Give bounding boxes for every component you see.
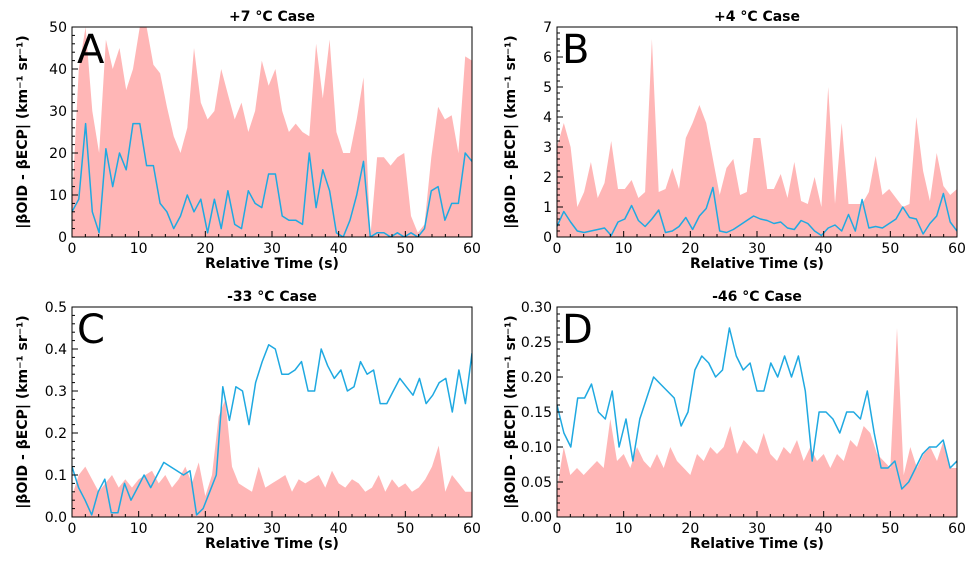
x-tick-label: 30: [748, 521, 766, 537]
x-tick-label: 50: [881, 241, 899, 257]
y-tick-label: 0.15: [521, 405, 552, 421]
x-axis-label: Relative Time (s): [690, 256, 824, 272]
y-tick-label: 0.3: [45, 384, 67, 400]
x-tick-label: 10: [615, 241, 633, 257]
y-tick-label: 5: [543, 80, 552, 96]
y-tick-label: 0.1: [45, 468, 67, 484]
y-axis-label: |βOID - βECP| (km⁻¹ sr⁻¹): [503, 315, 519, 508]
x-tick-label: 0: [553, 521, 562, 537]
y-tick-label: 0.25: [521, 335, 552, 351]
x-tick-label: 50: [396, 521, 414, 537]
panel-A: 0 10 20 30 40 50 60 0 10 20 30 40 50 +7 °C Case Relati…: [15, 9, 481, 272]
y-tick-label: 0: [58, 230, 67, 246]
panel-letter: A: [77, 27, 105, 73]
y-tick-label: 50: [49, 20, 67, 36]
y-tick-label: 6: [543, 50, 552, 66]
y-tick-label: 30: [49, 104, 67, 120]
x-tick-label: 20: [681, 241, 699, 257]
x-tick-label: 60: [463, 521, 481, 537]
panel-title: -33 °C Case: [227, 289, 317, 305]
y-tick-label: 0.5: [45, 300, 67, 316]
x-axis-label: Relative Time (s): [205, 536, 339, 552]
y-axis-label: |βOID - βECP| (km⁻¹ sr⁻¹): [15, 315, 31, 508]
y-tick-label: 0.4: [45, 342, 67, 358]
x-tick-label: 40: [815, 241, 833, 257]
y-tick-label: 3: [543, 140, 552, 156]
x-tick-label: 0: [553, 241, 562, 257]
x-axis-label: Relative Time (s): [690, 536, 824, 552]
panel-B: 0 10 20 30 40 50 60 0 1 2 3 4 5 6 7 +4 °C Case Relative …: [503, 9, 966, 272]
x-tick-label: 10: [130, 521, 148, 537]
x-tick-label: 60: [463, 241, 481, 257]
difference-line: [72, 344, 472, 516]
x-tick-label: 30: [748, 241, 766, 257]
y-tick-label: 0: [543, 230, 552, 246]
x-tick-label: 60: [948, 521, 966, 537]
panel-title: +7 °C Case: [229, 9, 315, 25]
y-tick-label: 10: [49, 188, 67, 204]
y-tick-label: 1: [543, 200, 552, 216]
y-tick-label: 0.20: [521, 370, 552, 386]
x-tick-label: 10: [130, 241, 148, 257]
y-axis-label: |βOID - βECP| (km⁻¹ sr⁻¹): [15, 35, 31, 228]
y-tick-label: 20: [49, 146, 67, 162]
panel-letter: C: [77, 307, 105, 353]
x-tick-label: 40: [330, 521, 348, 537]
panel-C: 0 10 20 30 40 50 60 0.0 0.1 0.2 0.3 0.4 0.5 -33 °C Ca…: [15, 289, 481, 552]
x-tick-label: 60: [948, 241, 966, 257]
y-tick-label: 0.05: [521, 475, 552, 491]
x-axis-label: Relative Time (s): [205, 256, 339, 272]
uncertainty-area: [72, 399, 472, 517]
y-tick-label: 7: [543, 20, 552, 36]
y-tick-label: 40: [49, 62, 67, 78]
y-tick-label: 0.2: [45, 426, 67, 442]
y-tick-label: 0.30: [521, 300, 552, 316]
x-tick-label: 20: [681, 521, 699, 537]
x-tick-label: 50: [396, 241, 414, 257]
panel-title: -46 °C Case: [712, 289, 802, 305]
y-tick-label: 0.00: [521, 510, 552, 526]
panel-letter: D: [562, 307, 593, 353]
x-tick-label: 50: [881, 521, 899, 537]
panel-D: 0 10 20 30 40 50 60 0.00 0.05 0.10 0.15 0.20 0.25 0.3…: [503, 289, 966, 552]
x-tick-label: 20: [196, 521, 214, 537]
x-tick-label: 40: [330, 241, 348, 257]
panel-letter: B: [562, 27, 589, 73]
difference-line: [557, 327, 957, 490]
y-tick-label: 0.0: [45, 510, 67, 526]
x-tick-label: 10: [615, 521, 633, 537]
x-tick-label: 30: [263, 241, 281, 257]
panel-title: +4 °C Case: [714, 9, 800, 25]
x-tick-label: 0: [68, 241, 77, 257]
uncertainty-area: [72, 27, 472, 237]
x-tick-label: 20: [196, 241, 214, 257]
uncertainty-area: [557, 328, 957, 517]
uncertainty-area: [557, 39, 957, 237]
y-tick-label: 2: [543, 170, 552, 186]
difference-line: [557, 186, 957, 237]
x-tick-label: 0: [68, 521, 77, 537]
y-tick-label: 0.10: [521, 440, 552, 456]
y-axis-label: |βOID - βECP| (km⁻¹ sr⁻¹): [503, 35, 519, 228]
x-tick-label: 30: [263, 521, 281, 537]
x-tick-label: 40: [815, 521, 833, 537]
y-tick-label: 4: [543, 110, 552, 126]
